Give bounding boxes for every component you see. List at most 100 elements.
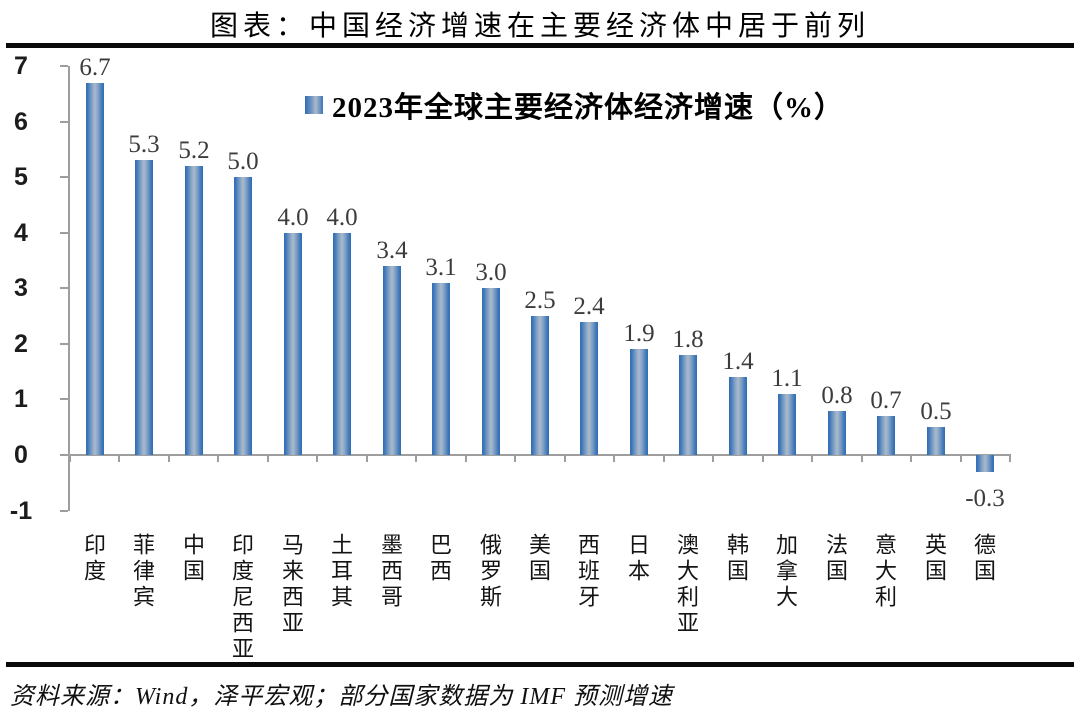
- category-label: 德国: [971, 533, 996, 585]
- bar: [729, 377, 747, 455]
- bar-value-label: 3.0: [475, 259, 507, 286]
- legend-label: 2023年全球主要经济体经济增速（%）: [332, 92, 845, 124]
- y-tick-label: -1: [9, 497, 33, 525]
- x-tick: [960, 454, 962, 462]
- bar-value-label: 0.7: [870, 387, 902, 414]
- bar: [383, 266, 401, 455]
- bar: [135, 160, 153, 455]
- bar-value-label: 0.8: [821, 382, 853, 409]
- category-label: 巴西: [427, 533, 452, 585]
- bar-value-label: 1.4: [722, 348, 754, 375]
- legend: 2023年全球主要经济体经济增速（%）: [305, 84, 844, 126]
- x-tick: [69, 454, 71, 462]
- bar-value-label: 2.4: [573, 293, 605, 320]
- bar-value-label: 2.5: [524, 287, 556, 314]
- bottom-divider: [6, 662, 1074, 667]
- x-tick: [762, 454, 764, 462]
- x-tick: [712, 454, 714, 462]
- x-tick: [465, 454, 467, 462]
- bar-value-label: 1.9: [623, 320, 655, 347]
- y-tick-label: 2: [14, 330, 28, 358]
- legend-swatch-icon: [305, 96, 323, 114]
- x-tick: [118, 454, 120, 462]
- y-tick-label: 7: [14, 52, 28, 80]
- y-tick: [60, 65, 68, 67]
- category-label: 印度尼西亚: [229, 533, 254, 663]
- x-tick: [1009, 454, 1011, 462]
- y-tick: [60, 176, 68, 178]
- category-label: 法国: [823, 533, 848, 585]
- category-label: 意大利: [872, 533, 897, 611]
- category-label: 土耳其: [328, 533, 353, 611]
- y-tick-label: 0: [14, 441, 28, 469]
- bar: [432, 283, 450, 455]
- category-label: 墨西哥: [378, 533, 403, 611]
- bar-value-label: 5.0: [227, 148, 259, 175]
- bar: [630, 349, 648, 455]
- bar: [185, 166, 203, 455]
- bar: [679, 355, 697, 455]
- bar: [927, 427, 945, 455]
- y-tick-label: 1: [14, 385, 28, 413]
- x-tick: [316, 454, 318, 462]
- y-axis-line: [68, 66, 70, 511]
- y-tick-label: 6: [14, 108, 28, 136]
- y-tick-label: 4: [14, 219, 28, 247]
- bar: [333, 233, 351, 455]
- bar: [482, 288, 500, 455]
- bar: [86, 83, 104, 455]
- bar: [976, 455, 994, 472]
- x-axis-line: [68, 454, 1010, 456]
- category-label: 菲律宾: [130, 533, 155, 611]
- x-tick: [168, 454, 170, 462]
- category-label: 澳大利亚: [674, 533, 699, 637]
- category-label: 日本: [625, 533, 650, 585]
- x-tick: [217, 454, 219, 462]
- bar: [531, 316, 549, 455]
- y-tick: [60, 121, 68, 123]
- bar: [284, 233, 302, 455]
- bar: [778, 394, 796, 455]
- x-tick: [415, 454, 417, 462]
- bar-value-label: 3.4: [376, 237, 408, 264]
- category-label: 中国: [180, 533, 205, 585]
- y-tick: [60, 398, 68, 400]
- bar-value-label: 5.3: [128, 131, 160, 158]
- x-tick: [663, 454, 665, 462]
- y-tick: [60, 287, 68, 289]
- category-label: 俄罗斯: [477, 533, 502, 611]
- x-tick: [910, 454, 912, 462]
- x-tick: [811, 454, 813, 462]
- bar: [828, 411, 846, 455]
- bar: [877, 416, 895, 455]
- bar-value-label: 0.5: [920, 398, 952, 425]
- category-label: 加拿大: [773, 533, 798, 611]
- category-label: 马来西亚: [279, 533, 304, 637]
- page-title: 图表：中国经济增速在主要经济体中居于前列: [209, 11, 870, 42]
- category-label: 美国: [526, 533, 551, 585]
- source-note: 资料来源：Wind，泽平宏观；部分国家数据为 IMF 预测增速: [10, 684, 673, 710]
- category-label: 西班牙: [575, 533, 600, 611]
- category-label: 印度: [81, 533, 106, 585]
- bar-value-label: 5.2: [178, 137, 210, 164]
- y-tick: [60, 454, 68, 456]
- top-divider: [6, 43, 1074, 48]
- bar-value-label: 1.1: [771, 365, 803, 392]
- category-label: 韩国: [724, 533, 749, 585]
- y-tick-label: 3: [14, 274, 28, 302]
- x-tick: [564, 454, 566, 462]
- bar-value-label: 4.0: [326, 204, 358, 231]
- bar-value-label: 6.7: [79, 54, 111, 81]
- bar-value-label: 1.8: [672, 326, 704, 353]
- x-tick: [267, 454, 269, 462]
- category-label: 英国: [922, 533, 947, 585]
- x-tick: [514, 454, 516, 462]
- x-tick: [613, 454, 615, 462]
- x-tick: [861, 454, 863, 462]
- bar-value-label: 4.0: [277, 204, 309, 231]
- y-tick: [60, 510, 68, 512]
- bar: [234, 177, 252, 455]
- bar-value-label: -0.3: [965, 485, 1005, 512]
